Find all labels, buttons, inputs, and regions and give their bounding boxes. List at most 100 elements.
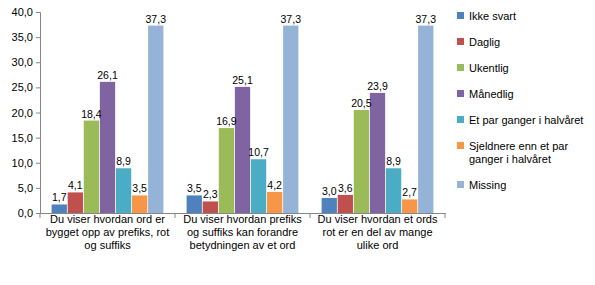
y-tick-label: 35,0 xyxy=(12,31,33,43)
legend-item: Missing xyxy=(457,179,506,191)
y-tick-label: 30,0 xyxy=(12,56,33,68)
text-line: Et par ganger i halvåret xyxy=(469,114,583,126)
text-line: Ukentlig xyxy=(469,62,509,74)
x-separator xyxy=(175,213,176,218)
legend-swatch xyxy=(457,12,464,19)
text-line: Du viser hvordan et ords xyxy=(318,213,438,225)
y-tick-mark xyxy=(36,188,40,189)
text-line: bygget opp av prefiks, rot xyxy=(46,226,170,238)
text-line: Du viser hvordan ord er xyxy=(50,213,165,225)
x-separator xyxy=(310,213,311,218)
chart: 0,0 5,0 10,0 15,0 20,0 25,0 30,0 35,0 40,0 1,7 3,5… xyxy=(0,0,595,285)
y-tick-label: 0,0 xyxy=(18,207,33,219)
x-separators xyxy=(40,213,445,218)
legend-swatch xyxy=(457,64,464,71)
bar xyxy=(52,204,67,213)
bar xyxy=(283,26,298,213)
text-line: og suffiks xyxy=(84,239,131,251)
x-tick: Du viser hvordan ord erbygget opp av pre… xyxy=(46,213,170,251)
y-tick-mark xyxy=(36,113,40,114)
bar xyxy=(354,110,369,213)
data-labels: 1,73,53,04,12,33,618,416,920,526,125,123… xyxy=(52,13,436,204)
bar xyxy=(100,82,115,213)
legend-swatch xyxy=(457,181,464,188)
legend-label: Ikke svart xyxy=(469,10,516,22)
y-tick: 10,0 xyxy=(12,157,40,169)
text-line: Ikke svart xyxy=(469,10,516,22)
legend-label: Ukentlig xyxy=(469,62,509,74)
bars xyxy=(52,26,434,213)
data-label: 18,4 xyxy=(81,108,102,120)
y-tick: 15,0 xyxy=(12,132,40,144)
data-label: 37,3 xyxy=(146,13,167,25)
text-line: Du viser hvordan prefiks xyxy=(183,213,302,225)
legend-item: Månedlig xyxy=(457,88,514,100)
legend-label: Daglig xyxy=(469,36,500,48)
bar xyxy=(132,195,147,213)
y-tick-label: 15,0 xyxy=(12,132,33,144)
y-tick: 5,0 xyxy=(18,182,40,194)
y-tick: 35,0 xyxy=(12,31,40,43)
data-label: 3,0 xyxy=(322,185,337,197)
data-label: 37,3 xyxy=(416,13,437,25)
data-label: 16,9 xyxy=(216,115,237,127)
bar xyxy=(267,192,282,213)
y-tick: 0,0 xyxy=(18,207,40,219)
bar xyxy=(370,93,385,213)
y-tick-label: 20,0 xyxy=(12,107,33,119)
bar xyxy=(68,192,83,213)
x-tick: Du viser hvordan prefiksog suffiks kan f… xyxy=(183,213,302,251)
x-tick-label: Du viser hvordan ord erbygget opp av pre… xyxy=(46,213,170,251)
bar xyxy=(84,121,99,213)
legend-label: Månedlig xyxy=(469,88,514,100)
data-label: 3,5 xyxy=(187,182,202,194)
text-line: ganger i halvåret xyxy=(469,153,551,165)
y-tick-label: 10,0 xyxy=(12,157,33,169)
x-tick-label: Du viser hvordan prefiksog suffiks kan f… xyxy=(183,213,302,251)
bar xyxy=(116,168,131,213)
bar xyxy=(251,159,266,213)
legend: Ikke svart Daglig Ukentlig Månedlig Et par g… xyxy=(457,10,583,191)
bar xyxy=(386,168,401,213)
legend-swatch xyxy=(457,38,464,45)
text-line: rot er en del av mange xyxy=(322,226,432,238)
y-tick-mark xyxy=(36,87,40,88)
data-label: 8,9 xyxy=(386,155,401,167)
data-label: 1,7 xyxy=(52,191,67,203)
bar xyxy=(338,195,353,213)
data-label: 2,3 xyxy=(203,188,218,200)
y-tick-mark xyxy=(36,62,40,63)
data-label: 2,7 xyxy=(402,186,417,198)
legend-label: Sjeldnere enn et parganger i halvåret xyxy=(469,140,568,165)
data-label: 8,9 xyxy=(116,155,131,167)
data-label: 23,9 xyxy=(367,80,388,92)
text-line: Sjeldnere enn et par xyxy=(469,140,568,152)
data-label: 3,5 xyxy=(132,182,147,194)
x-separator xyxy=(445,213,446,218)
text-line: og suffiks kan forandre xyxy=(187,226,298,238)
text-line: Månedlig xyxy=(469,88,514,100)
y-tick: 40,0 xyxy=(12,6,40,18)
text-line: Missing xyxy=(469,179,506,191)
y-tick-label: 40,0 xyxy=(12,6,33,18)
y-tick: 25,0 xyxy=(12,81,40,93)
y-tick-mark xyxy=(36,213,40,214)
legend-swatch xyxy=(457,142,464,149)
y-axis-line xyxy=(36,13,41,214)
y-tick-mark xyxy=(36,37,40,38)
bar xyxy=(203,201,218,213)
bar xyxy=(418,26,433,213)
legend-item: Ikke svart xyxy=(457,10,516,22)
data-label: 26,1 xyxy=(97,69,118,81)
data-label: 10,7 xyxy=(248,146,269,158)
y-tick-mark xyxy=(36,12,40,13)
legend-swatch xyxy=(457,90,464,97)
legend-item: Et par ganger i halvåret xyxy=(457,114,583,126)
text-line: betydningen av et ord xyxy=(190,239,296,251)
x-axis: Du viser hvordan ord erbygget opp av pre… xyxy=(40,213,446,251)
y-tick-label: 5,0 xyxy=(18,182,33,194)
x-separator xyxy=(40,213,41,218)
y-tick-mark xyxy=(36,138,40,139)
y-axis: 0,0 5,0 10,0 15,0 20,0 25,0 30,0 35,0 40,0 xyxy=(12,6,41,219)
legend-label: Et par ganger i halvåret xyxy=(469,114,583,126)
